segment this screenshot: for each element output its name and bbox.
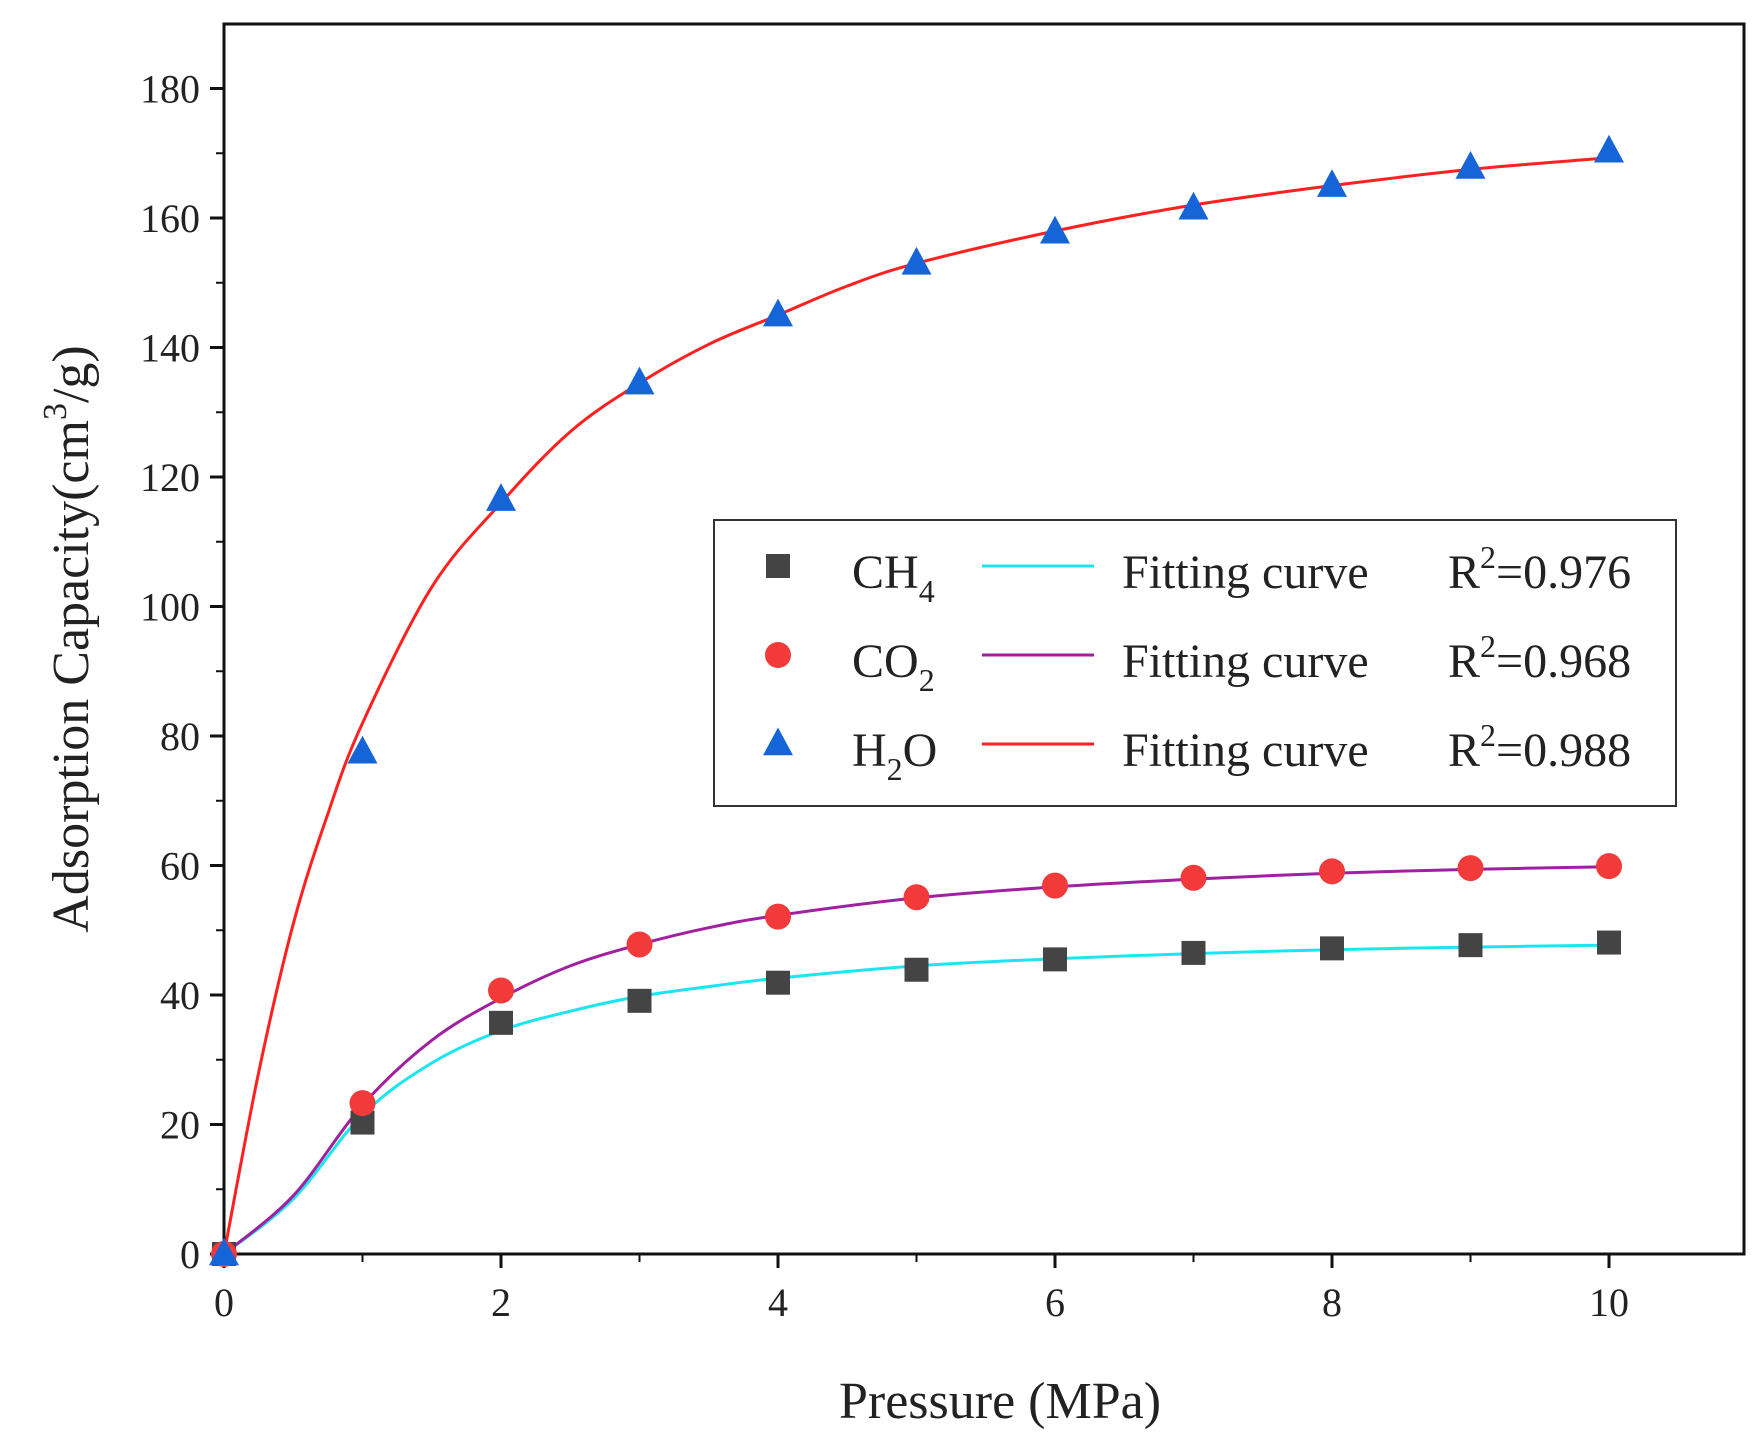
point-h2o — [901, 246, 932, 275]
y-tick-label: 40 — [160, 973, 200, 1018]
point-h2o — [1594, 134, 1624, 163]
legend-r2-ch4: R2=0.976 — [1448, 539, 1631, 599]
x-tick-label: 2 — [491, 1280, 511, 1325]
point-co2 — [1180, 864, 1207, 891]
point-ch4 — [1320, 936, 1344, 961]
point-h2o — [624, 366, 655, 395]
legend-fit-label-h2o: Fitting curve — [1122, 724, 1369, 777]
legend-marker-co2 — [765, 642, 791, 668]
legend-fit-label-ch4: Fitting curve — [1122, 546, 1369, 599]
point-ch4 — [1043, 947, 1067, 972]
point-h2o — [1040, 215, 1070, 244]
point-ch4 — [766, 970, 790, 995]
y-axis-title: Adsorption Capacity(cm3/g) — [37, 345, 100, 932]
legend-fit-label-co2: Fitting curve — [1122, 635, 1369, 688]
point-co2 — [1319, 858, 1345, 885]
x-tick-label: 6 — [1045, 1280, 1065, 1325]
legend-r2-h2o: R2=0.988 — [1448, 717, 1631, 777]
point-co2 — [1457, 855, 1484, 882]
point-h2o — [209, 1237, 239, 1266]
data-points — [209, 134, 1624, 1267]
point-co2 — [626, 931, 653, 958]
x-axis-title: Pressure (MPa) — [839, 1373, 1161, 1430]
x-tick-label: 10 — [1589, 1280, 1629, 1325]
legend-box — [713, 519, 1677, 807]
point-co2 — [1596, 853, 1622, 880]
y-tick-label: 80 — [160, 714, 200, 759]
point-co2 — [1042, 872, 1068, 899]
point-h2o — [1317, 169, 1347, 197]
legend-series-name-h2o: H2O — [852, 724, 937, 787]
y-tick-label: 160 — [140, 196, 200, 241]
point-h2o — [763, 298, 793, 327]
point-ch4 — [489, 1010, 513, 1035]
legend-series-name-ch4: CH4 — [852, 546, 935, 609]
point-ch4 — [904, 957, 929, 982]
y-tick-label: 0 — [180, 1232, 200, 1277]
point-ch4 — [627, 988, 652, 1013]
legend-r2-co2: R2=0.968 — [1448, 628, 1631, 688]
y-tick-label: 100 — [140, 585, 200, 630]
point-co2 — [488, 977, 514, 1004]
fit-curve-h2o — [222, 156, 1610, 1255]
legend-marker-ch4 — [766, 554, 790, 578]
point-h2o — [1178, 191, 1209, 220]
point-co2 — [903, 884, 930, 911]
x-tick-label: 8 — [1322, 1280, 1342, 1325]
y-tick-label: 20 — [160, 1103, 200, 1148]
y-tick-label: 140 — [140, 326, 200, 371]
point-ch4 — [1181, 940, 1206, 965]
y-tick-label: 180 — [140, 67, 200, 112]
legend-series-name-co2: CO2 — [852, 635, 935, 698]
point-h2o — [1455, 150, 1486, 179]
point-h2o — [347, 735, 378, 764]
point-ch4 — [1458, 933, 1483, 958]
legend: CH4 Fitting curve R2=0.976 CO2 Fitting curve… — [713, 519, 1677, 807]
point-co2 — [349, 1090, 376, 1117]
point-co2 — [765, 903, 791, 930]
point-h2o — [486, 483, 516, 511]
y-tick-label: 120 — [140, 455, 200, 500]
legend-marker-h2o — [763, 727, 793, 756]
x-tick-label: 0 — [214, 1280, 234, 1325]
point-ch4 — [1597, 930, 1621, 955]
y-tick-label: 60 — [160, 844, 200, 889]
x-tick-label: 4 — [768, 1280, 788, 1325]
